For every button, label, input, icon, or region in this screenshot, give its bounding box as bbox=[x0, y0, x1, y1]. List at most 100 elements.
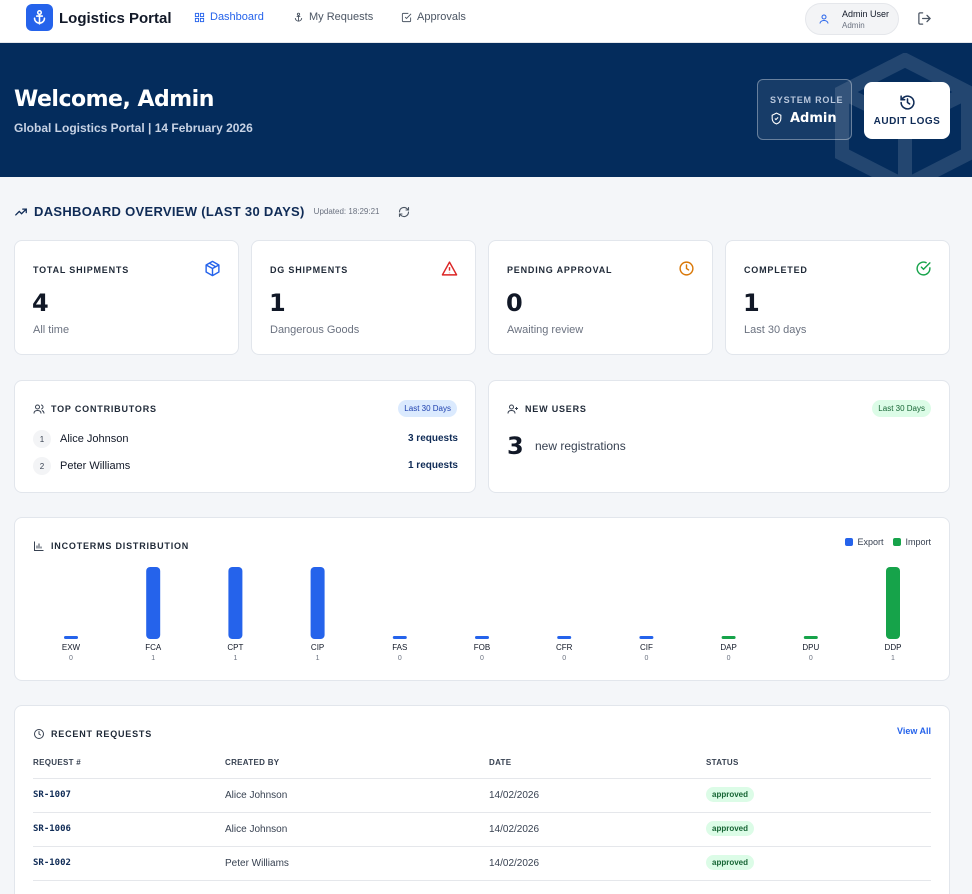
nav-approvals[interactable]: Approvals bbox=[401, 11, 466, 23]
stat-value: 0 bbox=[506, 289, 523, 317]
contributor-requests: 1 requests bbox=[407, 460, 458, 471]
tick-label: FCA bbox=[145, 643, 162, 652]
table-row[interactable] bbox=[33, 880, 931, 894]
data-label: 1 bbox=[891, 655, 895, 662]
nav-dashboard[interactable]: Dashboard bbox=[194, 11, 264, 23]
column-header: STATUS bbox=[706, 758, 739, 767]
refresh-icon[interactable] bbox=[398, 206, 410, 218]
new-users-panel: NEW USERS Last 30 Days 3 new registratio… bbox=[488, 380, 950, 493]
users-icon bbox=[33, 404, 45, 414]
legend-import-label: Import bbox=[905, 537, 931, 547]
request-id-link[interactable]: SR-1006 bbox=[33, 824, 71, 834]
column-header: REQUEST # bbox=[33, 758, 82, 767]
status-badge: approved bbox=[706, 821, 755, 836]
system-role-text: Admin bbox=[790, 111, 837, 126]
stat-label: DG SHIPMENTS bbox=[270, 265, 349, 275]
anchor-icon bbox=[294, 12, 303, 22]
incoterms-title: INCOTERMS DISTRIBUTION bbox=[51, 541, 190, 551]
recent-requests-title: RECENT REQUESTS bbox=[51, 729, 153, 739]
user-menu[interactable]: Admin User Admin bbox=[805, 3, 899, 35]
data-label: 0 bbox=[480, 655, 484, 662]
range-badge: Last 30 Days bbox=[872, 400, 931, 417]
package-icon bbox=[205, 260, 220, 277]
table-row[interactable]: SR-1007 Alice Johnson 14/02/2026 approve… bbox=[33, 778, 931, 812]
bar-chart-icon bbox=[34, 541, 44, 551]
stat-card-total-shipments: TOTAL SHIPMENTS 4 All time bbox=[14, 240, 239, 355]
tick-label: CIP bbox=[311, 643, 324, 652]
top-contributors-title: TOP CONTRIBUTORS bbox=[51, 404, 157, 414]
stat-label: COMPLETED bbox=[744, 265, 808, 275]
logout-icon[interactable] bbox=[917, 11, 932, 31]
contributor-name: Alice Johnson bbox=[60, 433, 129, 445]
request-date: 14/02/2026 bbox=[489, 858, 540, 869]
status-badge: approved bbox=[706, 787, 755, 802]
new-users-heading: NEW USERS bbox=[507, 403, 587, 415]
brand-name[interactable]: Logistics Portal bbox=[59, 10, 172, 27]
data-label: 0 bbox=[69, 655, 73, 662]
user-plus-icon bbox=[507, 404, 518, 414]
bar-dap bbox=[721, 636, 736, 639]
table-row[interactable]: SR-1006 Alice Johnson 14/02/2026 approve… bbox=[33, 812, 931, 846]
welcome-title: Welcome, Admin bbox=[14, 87, 214, 112]
stat-subtext: Dangerous Goods bbox=[270, 324, 360, 336]
request-id-link[interactable]: SR-1007 bbox=[33, 790, 71, 800]
recent-requests-heading: RECENT REQUESTS bbox=[33, 728, 152, 740]
check-circle-icon bbox=[916, 261, 931, 276]
list-item: 1 Alice Johnson 3 requests bbox=[33, 430, 458, 448]
stat-card-completed: COMPLETED 1 Last 30 days bbox=[725, 240, 950, 355]
bar-dpu bbox=[803, 636, 818, 639]
column-header: CREATED BY bbox=[225, 758, 280, 767]
system-role-box: SYSTEM ROLE Admin bbox=[757, 79, 852, 140]
request-id-link[interactable]: SR-1002 bbox=[33, 858, 71, 868]
nav-my-requests[interactable]: My Requests bbox=[293, 11, 373, 23]
bar-cif bbox=[639, 636, 654, 639]
bar-cip bbox=[310, 567, 325, 639]
clock-icon bbox=[34, 729, 44, 739]
dashboard-icon bbox=[194, 12, 205, 22]
data-label: 1 bbox=[316, 655, 320, 662]
rank-badge: 2 bbox=[33, 457, 51, 475]
nav-approvals-label: Approvals bbox=[417, 11, 466, 23]
audit-logs-button[interactable]: AUDIT LOGS bbox=[864, 82, 950, 139]
top-contributors-panel: TOP CONTRIBUTORS Last 30 Days 1 Alice Jo… bbox=[14, 380, 476, 493]
table-row[interactable]: SR-1002 Peter Williams 14/02/2026 approv… bbox=[33, 846, 931, 880]
tick-label: DAP bbox=[720, 643, 736, 652]
bar-fob bbox=[475, 636, 489, 639]
welcome-subtitle: Global Logistics Portal | 14 February 20… bbox=[14, 121, 253, 135]
clock-icon bbox=[679, 261, 694, 276]
stat-value: 1 bbox=[743, 289, 760, 317]
status-badge: approved bbox=[706, 855, 755, 870]
tick-label: FAS bbox=[392, 643, 407, 652]
system-role-label: SYSTEM ROLE bbox=[770, 95, 844, 105]
tick-label: DPU bbox=[802, 643, 819, 652]
created-by: Alice Johnson bbox=[225, 790, 288, 801]
contributor-requests: 3 requests bbox=[407, 433, 458, 444]
legend-export: Export bbox=[845, 537, 883, 547]
tick-label: CFR bbox=[556, 643, 573, 652]
bar-fas bbox=[392, 636, 407, 639]
stat-subtext: All time bbox=[33, 324, 70, 336]
stat-value: 4 bbox=[32, 289, 49, 317]
overview-heading: DASHBOARD OVERVIEW (LAST 30 DAYS) Update… bbox=[14, 204, 410, 219]
column-header: DATE bbox=[489, 758, 512, 767]
data-label: 1 bbox=[233, 655, 237, 662]
bar-cpt bbox=[228, 567, 243, 639]
contributor-name: Peter Williams bbox=[60, 460, 131, 472]
tick-label: FOB bbox=[474, 643, 490, 652]
new-users-count: 3 bbox=[507, 432, 524, 460]
welcome-banner: Welcome, Admin Global Logistics Portal |… bbox=[0, 43, 972, 177]
nav-dashboard-label: Dashboard bbox=[210, 11, 264, 23]
created-by: Alice Johnson bbox=[225, 824, 288, 835]
system-role-value: Admin bbox=[770, 111, 837, 126]
data-label: 0 bbox=[727, 655, 731, 662]
view-all-link[interactable]: View All bbox=[896, 726, 931, 736]
data-label: 0 bbox=[809, 655, 813, 662]
bar-fca bbox=[146, 567, 161, 639]
data-label: 1 bbox=[151, 655, 155, 662]
nav-my-requests-label: My Requests bbox=[309, 11, 374, 23]
chart-legend: Export Import bbox=[845, 537, 931, 547]
anchor-logo-icon[interactable] bbox=[26, 4, 53, 31]
range-badge: Last 30 Days bbox=[398, 400, 457, 417]
shield-check-icon bbox=[771, 112, 782, 125]
stat-subtext: Last 30 days bbox=[744, 324, 807, 336]
